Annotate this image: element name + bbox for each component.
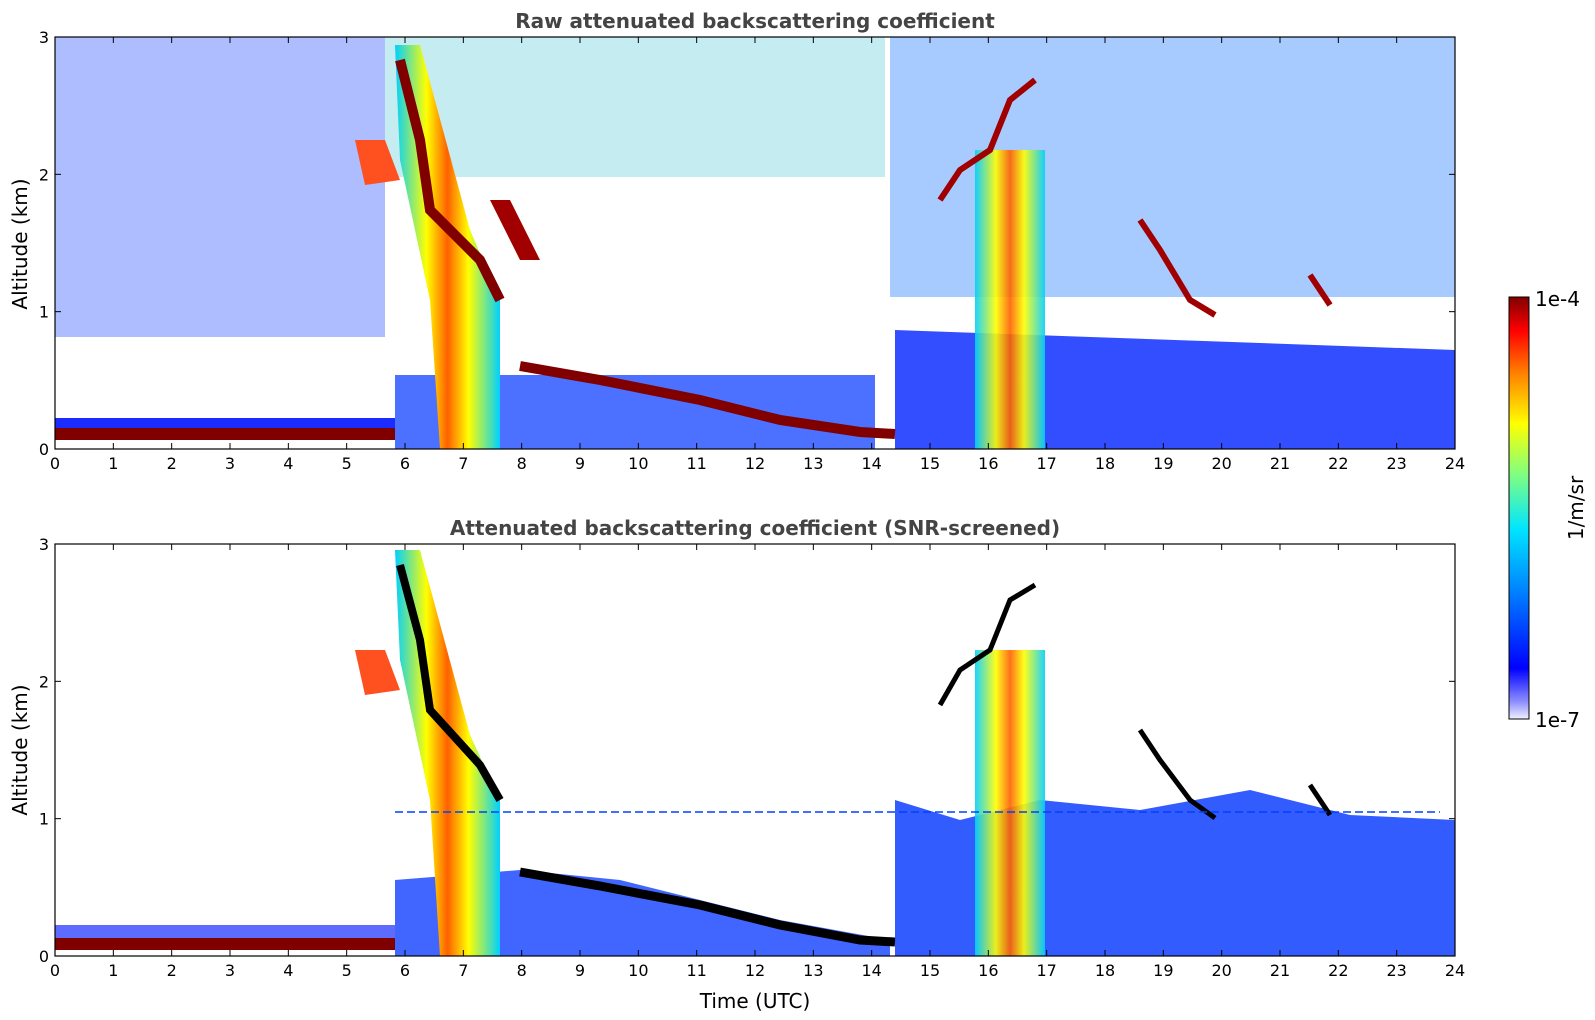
bl-line-descending: [519, 867, 896, 947]
x-tick-label: 18: [1095, 454, 1115, 473]
x-tick-label: 7: [458, 961, 468, 980]
x-tick-label: 12: [745, 961, 765, 980]
y-tick-label: 2: [39, 165, 49, 184]
x-tick-label: 3: [225, 454, 235, 473]
x-tick-label: 8: [517, 961, 527, 980]
cloud-streak: [1307, 273, 1333, 307]
colorbar-label: 1/m/sr: [1564, 475, 1588, 540]
y-axis-label: Altitude (km): [8, 178, 32, 309]
x-tick-label: 17: [1036, 961, 1056, 980]
x-tick-label: 24: [1445, 961, 1465, 980]
x-tick-label: 13: [803, 454, 823, 473]
x-tick-label: 5: [342, 454, 352, 473]
y-tick-label: 0: [39, 947, 49, 966]
heatmap-screened: [55, 544, 1455, 956]
x-tick-label: 23: [1386, 961, 1406, 980]
x-axis-ticks: 0 1 2 3 4 5 6 7 8 9 10 11 12 13 14 15 16 17 18 19 20 21 22 23 24: [50, 37, 1465, 473]
cloud-streak: [1137, 218, 1217, 318]
heatmap-raw: [55, 37, 1455, 449]
cloud-core-line: [396, 563, 504, 802]
x-tick-label: 1: [108, 454, 118, 473]
y-tick-label: 1: [39, 303, 49, 322]
cloud-column: [975, 650, 1045, 956]
x-tick-label: 10: [628, 961, 648, 980]
x-tick-label: 0: [50, 961, 60, 980]
cloud-segment: [490, 200, 540, 260]
x-tick-label: 19: [1153, 454, 1173, 473]
colorbar-scale: [1508, 296, 1530, 720]
noise-region-right: [890, 37, 1455, 297]
x-tick-label: 11: [686, 454, 706, 473]
colorbar-min-label: 1e-7: [1535, 708, 1580, 732]
cloud-streak: [1307, 783, 1333, 817]
x-tick-label: 4: [283, 454, 293, 473]
x-axis-ticks: 0 1 2 3 4 5 6 7 8 9 10 11 12 13 14 15 16 17 18 19 20 21 22 23 24: [50, 544, 1465, 980]
x-tick-label: 11: [686, 961, 706, 980]
x-tick-label: 0: [50, 454, 60, 473]
x-tick-label: 14: [861, 454, 881, 473]
panel-title: Raw attenuated backscattering coefficien…: [515, 9, 995, 33]
x-tick-label: 20: [1211, 961, 1231, 980]
y-axis-label: Altitude (km): [8, 684, 32, 815]
y-axis-ticks: 0 1 2 3: [39, 535, 1455, 966]
noise-region-left: [55, 37, 385, 337]
cloud-streak: [937, 582, 1037, 707]
cloud-core-line: [395, 58, 505, 303]
colorbar-max-label: 1e-4: [1535, 287, 1580, 311]
x-tick-label: 6: [400, 454, 410, 473]
y-axis-ticks: 0 1 2 3: [39, 28, 1455, 459]
cloud-column: [975, 150, 1045, 449]
bl-line-descending: [519, 361, 896, 439]
y-tick-label: 0: [39, 440, 49, 459]
panel-screened: Attenuated backscattering coefficient (S…: [8, 516, 1465, 1013]
y-tick-label: 1: [39, 810, 49, 829]
x-tick-label: 3: [225, 961, 235, 980]
x-tick-label: 8: [517, 454, 527, 473]
x-tick-label: 16: [978, 454, 998, 473]
cloud-segment: [355, 650, 400, 695]
cloud-streak: [937, 77, 1037, 202]
x-tick-label: 13: [803, 961, 823, 980]
x-tick-label: 21: [1270, 454, 1290, 473]
colorbar: 1e-4 1e-7 1/m/sr: [1508, 287, 1588, 732]
x-tick-label: 19: [1153, 961, 1173, 980]
x-tick-label: 14: [861, 961, 881, 980]
surface-band-blue: [55, 925, 395, 939]
x-tick-label: 16: [978, 961, 998, 980]
x-tick-label: 17: [1036, 454, 1056, 473]
x-axis-label: Time (UTC): [699, 989, 811, 1013]
cloud-streak: [1137, 728, 1217, 821]
y-tick-label: 3: [39, 535, 49, 554]
x-tick-label: 2: [167, 961, 177, 980]
x-tick-label: 23: [1386, 454, 1406, 473]
x-tick-label: 9: [575, 454, 585, 473]
x-tick-label: 18: [1095, 961, 1115, 980]
x-tick-label: 1: [108, 961, 118, 980]
x-tick-label: 4: [283, 961, 293, 980]
surface-band-red: [55, 938, 395, 950]
x-tick-label: 5: [342, 961, 352, 980]
x-tick-label: 22: [1328, 961, 1348, 980]
x-tick-label: 20: [1211, 454, 1231, 473]
cloud-segment: [355, 140, 400, 185]
x-tick-label: 7: [458, 454, 468, 473]
noise-region-mid: [385, 37, 885, 177]
x-tick-label: 24: [1445, 454, 1465, 473]
x-tick-label: 22: [1328, 454, 1348, 473]
x-tick-label: 12: [745, 454, 765, 473]
x-tick-label: 10: [628, 454, 648, 473]
y-tick-label: 2: [39, 672, 49, 691]
panel-title: Attenuated backscattering coefficient (S…: [450, 516, 1060, 540]
x-tick-label: 2: [167, 454, 177, 473]
x-tick-label: 9: [575, 961, 585, 980]
x-tick-label: 6: [400, 961, 410, 980]
x-tick-label: 21: [1270, 961, 1290, 980]
x-tick-label: 15: [920, 454, 940, 473]
panel-raw: Raw attenuated backscattering coefficien…: [8, 9, 1465, 473]
x-tick-label: 15: [920, 961, 940, 980]
y-tick-label: 3: [39, 28, 49, 47]
blue-region-mid: [395, 870, 890, 956]
